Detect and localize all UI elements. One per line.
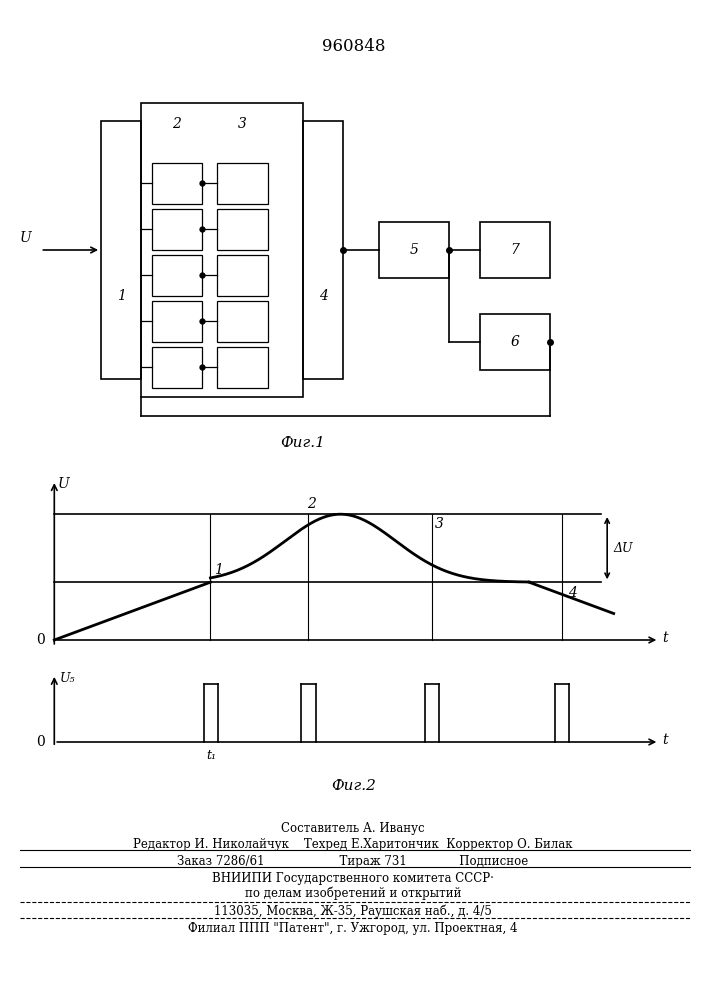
Text: t: t [662,631,668,645]
Text: 960848: 960848 [322,38,385,55]
Bar [151,163,202,204]
Bar [217,301,268,342]
Text: Редактор И. Николайчук    Техред Е.Харитончик  Корректор О. Билак: Редактор И. Николайчук Техред Е.Харитонч… [133,838,573,851]
Bar [151,301,202,342]
Text: t: t [662,733,668,747]
Text: 7: 7 [510,243,520,257]
Text: Филиал ППП "Патент", г. Ужгород, ул. Проектная, 4: Филиал ППП "Патент", г. Ужгород, ул. Про… [188,922,518,935]
Bar [480,314,551,370]
Text: 1: 1 [214,563,223,577]
Text: t₁: t₁ [206,749,216,762]
Text: по делам изобретений и открытий: по делам изобретений и открытий [245,887,461,900]
Text: 4: 4 [568,586,577,600]
Text: 4: 4 [319,289,327,303]
Text: 0: 0 [36,735,45,749]
Text: 0: 0 [36,633,45,647]
Text: U₅: U₅ [59,672,75,685]
Text: ВНИИПИ Государственного комитета СССР·: ВНИИПИ Государственного комитета СССР· [212,872,494,885]
Bar [217,255,268,296]
Bar [217,163,268,204]
Text: U: U [57,477,69,491]
Bar [217,209,268,250]
Text: 1: 1 [117,289,126,303]
Bar [303,121,344,379]
Text: Фиг.2: Фиг.2 [331,779,376,793]
Text: 3: 3 [435,517,444,531]
Text: 5: 5 [409,243,419,257]
Bar [151,209,202,250]
Text: 2: 2 [173,117,181,131]
Text: ΔU: ΔU [614,542,633,555]
Text: U: U [19,231,31,245]
Text: 6: 6 [510,335,520,349]
Bar [217,347,268,388]
Text: 113035, Москва, Ж-35, Раушская наб., д. 4/5: 113035, Москва, Ж-35, Раушская наб., д. … [214,904,492,918]
Bar [101,121,141,379]
Bar [480,222,551,278]
Bar [141,103,303,397]
Bar [379,222,450,278]
Text: Фиг.1: Фиг.1 [281,436,325,450]
Text: Составитель А. Иванус: Составитель А. Иванус [281,822,425,835]
Text: 2: 2 [307,497,315,511]
Bar [151,255,202,296]
Text: Заказ 7286/61                    Тираж 731              Подписное: Заказ 7286/61 Тираж 731 Подписное [177,855,529,868]
Text: 3: 3 [238,117,247,131]
Bar [151,347,202,388]
